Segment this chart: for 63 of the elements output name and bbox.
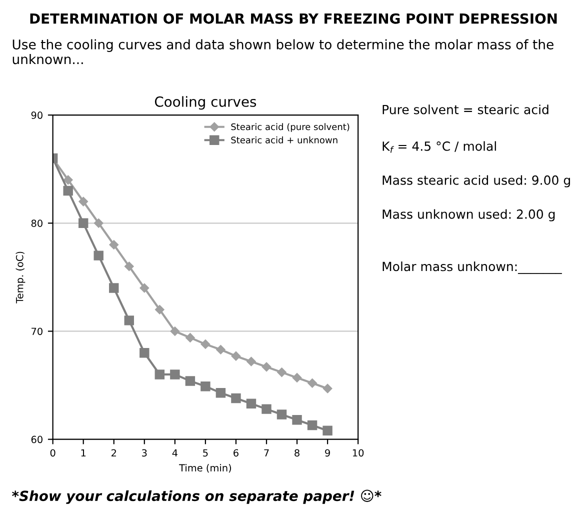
- point: [78, 196, 88, 206]
- point: [124, 316, 134, 326]
- point: [140, 348, 150, 358]
- point: [155, 304, 164, 314]
- point: [109, 240, 118, 250]
- point: [292, 373, 302, 382]
- point: [276, 410, 287, 420]
- point: [262, 404, 272, 414]
- point: [216, 388, 226, 398]
- point: [246, 356, 256, 366]
- point: [216, 344, 226, 354]
- point: [307, 420, 318, 430]
- point: [231, 351, 241, 361]
- text: *Show your calculations on separate paper! ☺*: [12, 490, 382, 504]
- text: Molar mass unknown:_______: [382, 262, 562, 274]
- y-tick-label: 80: [31, 220, 42, 227]
- x-tick-label: 3: [142, 449, 147, 457]
- point: [292, 415, 302, 425]
- text: Pure solvent = stearic acid: [382, 104, 548, 114]
- point: [322, 384, 332, 394]
- point: [94, 218, 104, 228]
- point: [277, 368, 286, 377]
- point: [200, 381, 210, 392]
- point: [308, 378, 317, 388]
- x-tick-label: 1: [81, 449, 86, 456]
- point: [185, 376, 196, 386]
- point: [63, 175, 73, 185]
- text: K$_{f}$ = 4.5 °C / molal: [382, 141, 496, 153]
- point: [246, 398, 256, 409]
- point: [94, 250, 104, 260]
- x-tick-label: 4: [172, 449, 178, 456]
- x-tick-label: 10: [352, 449, 364, 457]
- x-tick-label: 6: [234, 449, 238, 457]
- y-tick-label: 70: [32, 328, 42, 336]
- x-tick-label: 8: [294, 449, 300, 457]
- point: [78, 218, 88, 228]
- point: [170, 326, 180, 336]
- point: [63, 186, 73, 196]
- x-tick-label: 2: [112, 449, 116, 456]
- legend-label: Stearic acid + unknown: [231, 136, 338, 144]
- point: [140, 283, 150, 293]
- x-tick-label: 0: [50, 449, 56, 457]
- y-axis-title: Temp. (oC): [16, 252, 26, 304]
- point: [170, 370, 180, 380]
- y-tick-label: 60: [31, 436, 42, 444]
- text: Mass unknown used: 2.00 g: [382, 209, 555, 222]
- point: [109, 283, 119, 293]
- legend-label: Stearic acid (pure solvent): [231, 123, 350, 132]
- x-tick-label: 9: [325, 449, 330, 457]
- point: [231, 393, 241, 404]
- text: Mass stearic acid used: 9.00 g: [382, 175, 570, 188]
- point: [262, 362, 272, 372]
- x-tick-label: 7: [264, 449, 269, 456]
- x-tick-label: 5: [203, 449, 208, 457]
- point: [186, 333, 195, 342]
- point: [322, 426, 332, 436]
- y-tick-label: 90: [31, 112, 42, 119]
- x-axis-title: Time (min): [179, 464, 232, 473]
- point: [154, 370, 165, 380]
- chart-title: Cooling curves: [154, 96, 256, 110]
- point: [124, 262, 134, 272]
- chart-subtitle: DETERMINATION OF MOLAR MASS BY FREEZING POINT DEPRESSION Use the cooling curves and data shown below to determine the molar mass of the unknown...: [12, 13, 557, 64]
- point: [200, 340, 210, 349]
